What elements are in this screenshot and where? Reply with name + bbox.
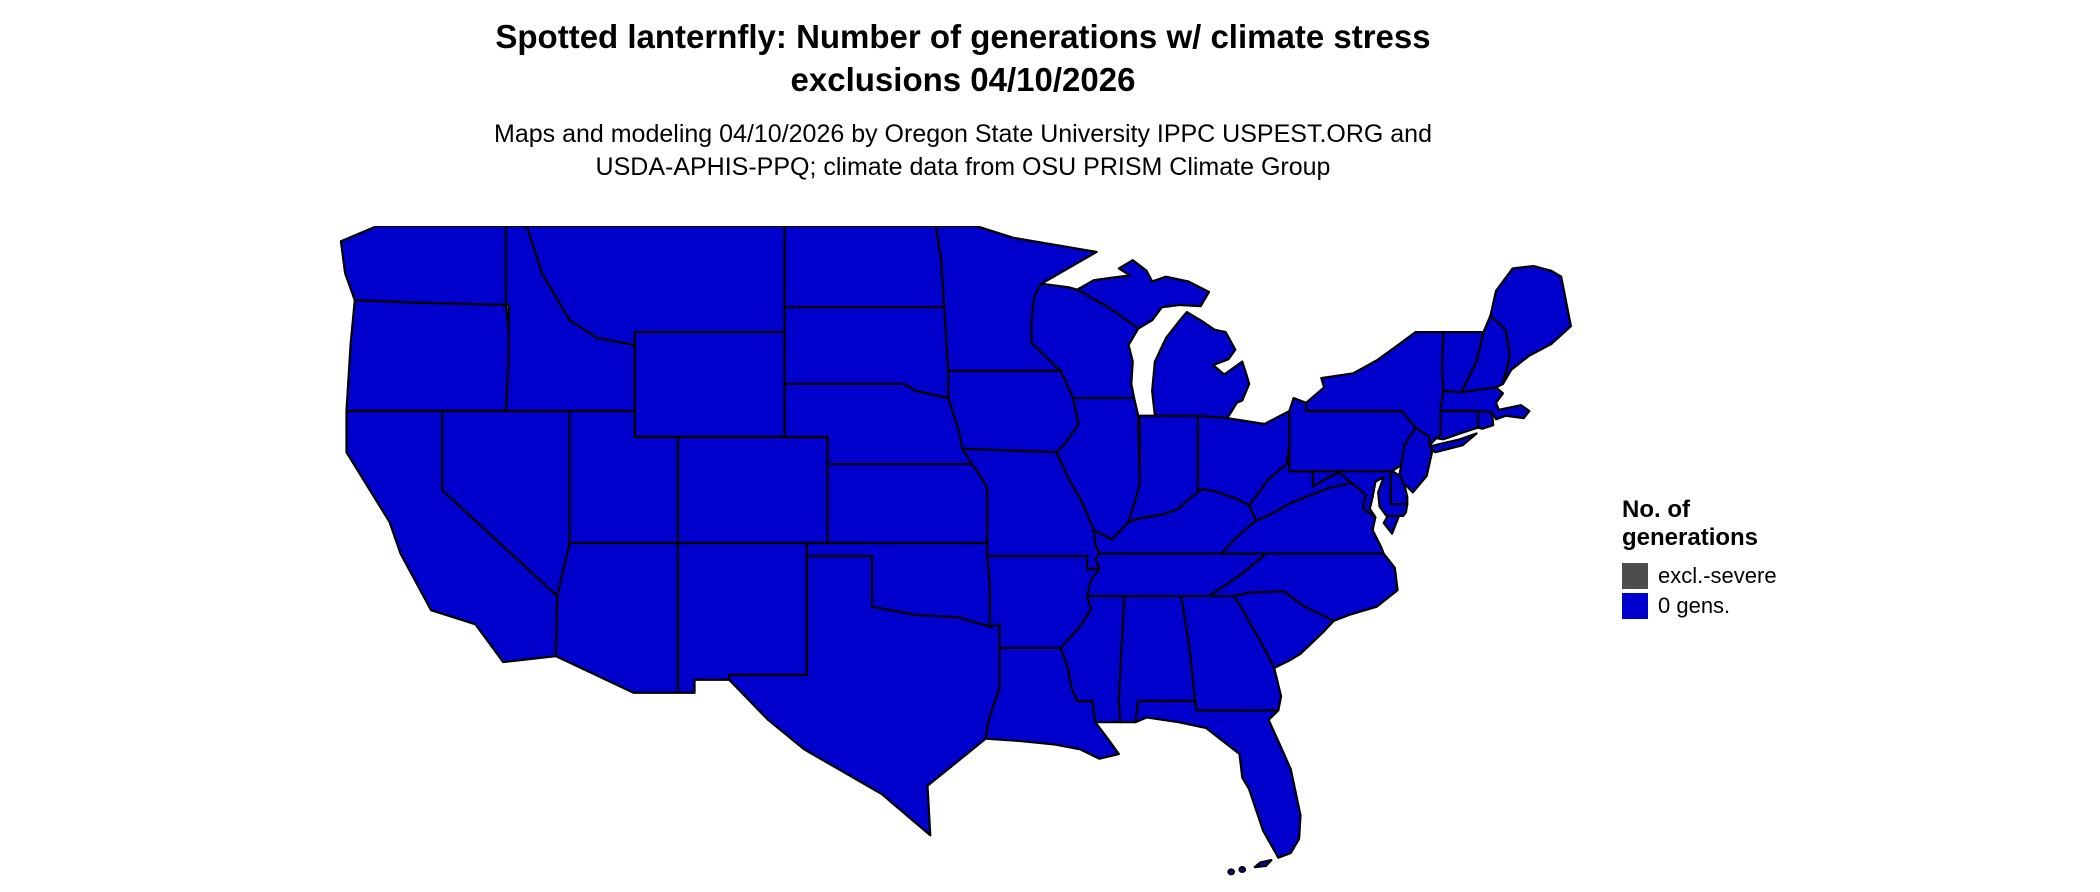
state-michigan-upper	[1077, 260, 1209, 328]
florida-keys	[1255, 860, 1272, 867]
title-line2: exclusions 04/10/2026	[790, 60, 1136, 98]
us-states-map	[334, 226, 1582, 886]
state-georgia	[1181, 596, 1281, 710]
state-illinois	[1056, 398, 1139, 539]
state-maryland	[1313, 471, 1407, 517]
legend-swatch-excluded	[1622, 562, 1648, 589]
state-colorado	[678, 437, 828, 543]
states-layer	[341, 226, 1571, 874]
state-kansas	[828, 464, 987, 543]
state-north-dakota	[785, 226, 944, 307]
subtitle-line1: Maps and modeling 04/10/2026 by Oregon S…	[494, 119, 1432, 148]
florida-keys-islet	[1239, 867, 1245, 872]
legend-item-zero-gens: 0 gens.	[1622, 592, 1777, 619]
title-line1: Spotted lanternfly: Number of generation…	[495, 18, 1431, 55]
figure-header: Spotted lanternfly: Number of generation…	[0, 16, 1926, 184]
subtitle-line2: USDA-APHIS-PPQ; climate data from OSU PR…	[595, 152, 1331, 181]
state-iowa	[948, 371, 1078, 452]
figure-subtitle: Maps and modeling 04/10/2026 by Oregon S…	[0, 118, 1926, 184]
legend-title-line2: generations	[1622, 524, 1759, 552]
legend: No. of generations excl.-severe 0 gens.	[1622, 496, 1777, 619]
legend-title: No. of generations	[1622, 496, 1777, 553]
state-maine	[1490, 266, 1570, 384]
legend-label-excluded: excl.-severe	[1658, 562, 1777, 588]
state-new-york-long-island	[1429, 433, 1476, 452]
state-connecticut	[1436, 411, 1478, 439]
page-title: Spotted lanternfly: Number of generation…	[0, 16, 1926, 102]
florida-keys-islet	[1228, 870, 1234, 875]
state-virginia-eastern-shore	[1384, 516, 1399, 534]
state-florida	[1135, 701, 1300, 858]
legend-title-line1: No. of	[1622, 496, 1690, 523]
state-washington	[341, 226, 506, 305]
legend-item-excluded: excl.-severe	[1622, 562, 1777, 589]
legend-swatch-zero-gens	[1622, 592, 1648, 619]
state-new-mexico	[678, 543, 807, 693]
state-arizona	[556, 543, 678, 693]
state-new-jersey	[1399, 428, 1432, 493]
state-wyoming	[635, 332, 785, 437]
legend-label-zero-gens: 0 gens.	[1658, 592, 1731, 618]
state-rhode-island	[1478, 411, 1493, 429]
state-oregon	[346, 300, 508, 411]
state-michigan-lower	[1152, 312, 1249, 418]
